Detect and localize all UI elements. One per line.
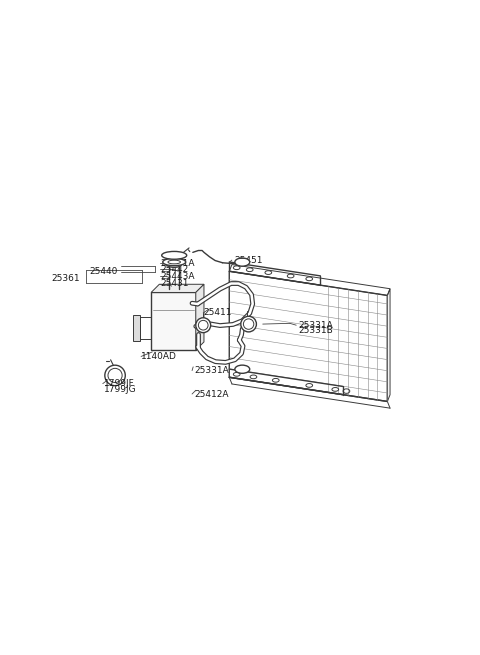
Text: 25451: 25451 <box>234 255 263 265</box>
Ellipse shape <box>168 263 181 267</box>
Polygon shape <box>151 293 196 350</box>
Text: 25331A: 25331A <box>298 321 333 329</box>
Text: 1799JF: 1799JF <box>104 379 135 388</box>
Ellipse shape <box>243 319 254 329</box>
Text: 25431: 25431 <box>160 279 189 288</box>
Ellipse shape <box>235 258 250 266</box>
Text: 25411: 25411 <box>203 309 232 318</box>
Ellipse shape <box>108 368 122 383</box>
Text: 25412A: 25412A <box>194 390 228 398</box>
Ellipse shape <box>168 260 180 264</box>
Text: 1140AD: 1140AD <box>141 352 177 361</box>
Ellipse shape <box>196 318 211 333</box>
Text: 25331A: 25331A <box>194 366 228 375</box>
Polygon shape <box>132 315 140 341</box>
Ellipse shape <box>241 316 256 332</box>
Ellipse shape <box>163 258 186 266</box>
Ellipse shape <box>235 365 250 373</box>
Polygon shape <box>151 284 204 293</box>
Text: 1799JG: 1799JG <box>104 384 136 394</box>
Text: 25442: 25442 <box>160 265 189 274</box>
Text: 25331B: 25331B <box>298 326 333 335</box>
Ellipse shape <box>105 365 125 386</box>
Text: 25361: 25361 <box>52 274 81 283</box>
Text: 25441A: 25441A <box>160 259 195 268</box>
Text: 25440: 25440 <box>89 267 118 276</box>
Text: 25443A: 25443A <box>160 272 195 280</box>
Ellipse shape <box>162 252 187 259</box>
Ellipse shape <box>198 320 208 330</box>
Polygon shape <box>196 284 204 350</box>
